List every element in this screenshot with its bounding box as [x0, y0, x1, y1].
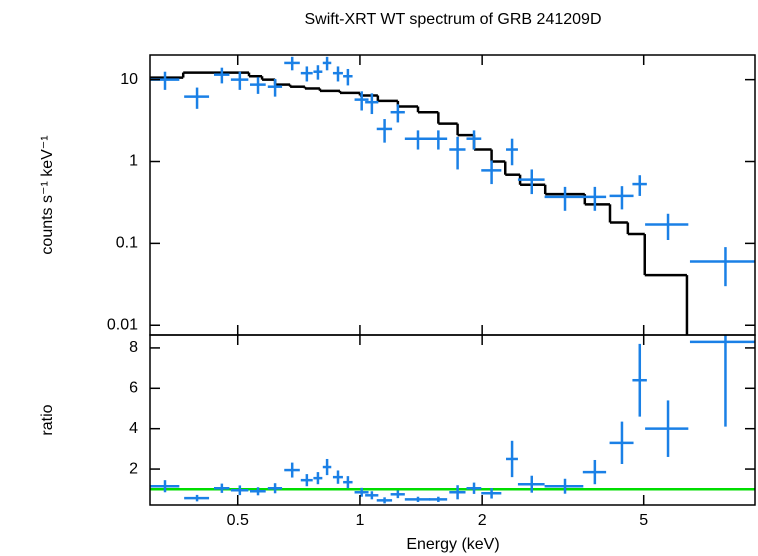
x-tick-label: 0.5 — [227, 512, 249, 529]
axes: 0.5 1 2 5 0.01 0.1 1 10 2 4 6 8 — [107, 55, 755, 529]
plot-area — [150, 335, 755, 504]
x-tick-label: 2 — [478, 512, 487, 529]
y-tick-label: 10 — [120, 71, 138, 88]
chart-title: Swift-XRT WT spectrum of GRB 241209D — [305, 11, 602, 28]
x-axis-label: Energy (keV) — [406, 536, 499, 553]
y-axis-label: counts s⁻¹ keV⁻¹ — [39, 135, 56, 254]
y-tick-label: 2 — [129, 460, 138, 477]
panel-frame — [149, 334, 756, 506]
y-axis-label: ratio — [39, 404, 56, 435]
y-tick-label: 8 — [129, 339, 138, 356]
y-tick-label: 0.1 — [116, 235, 138, 252]
y-tick-label: 1 — [129, 153, 138, 170]
y-tick-label: 6 — [129, 380, 138, 397]
plot-area — [150, 56, 755, 335]
y-tick-label: 4 — [129, 420, 138, 437]
y-tick-label: 0.01 — [107, 316, 138, 333]
x-tick-label: 5 — [639, 512, 648, 529]
panel-frame — [149, 54, 756, 336]
x-tick-label: 1 — [355, 512, 364, 529]
